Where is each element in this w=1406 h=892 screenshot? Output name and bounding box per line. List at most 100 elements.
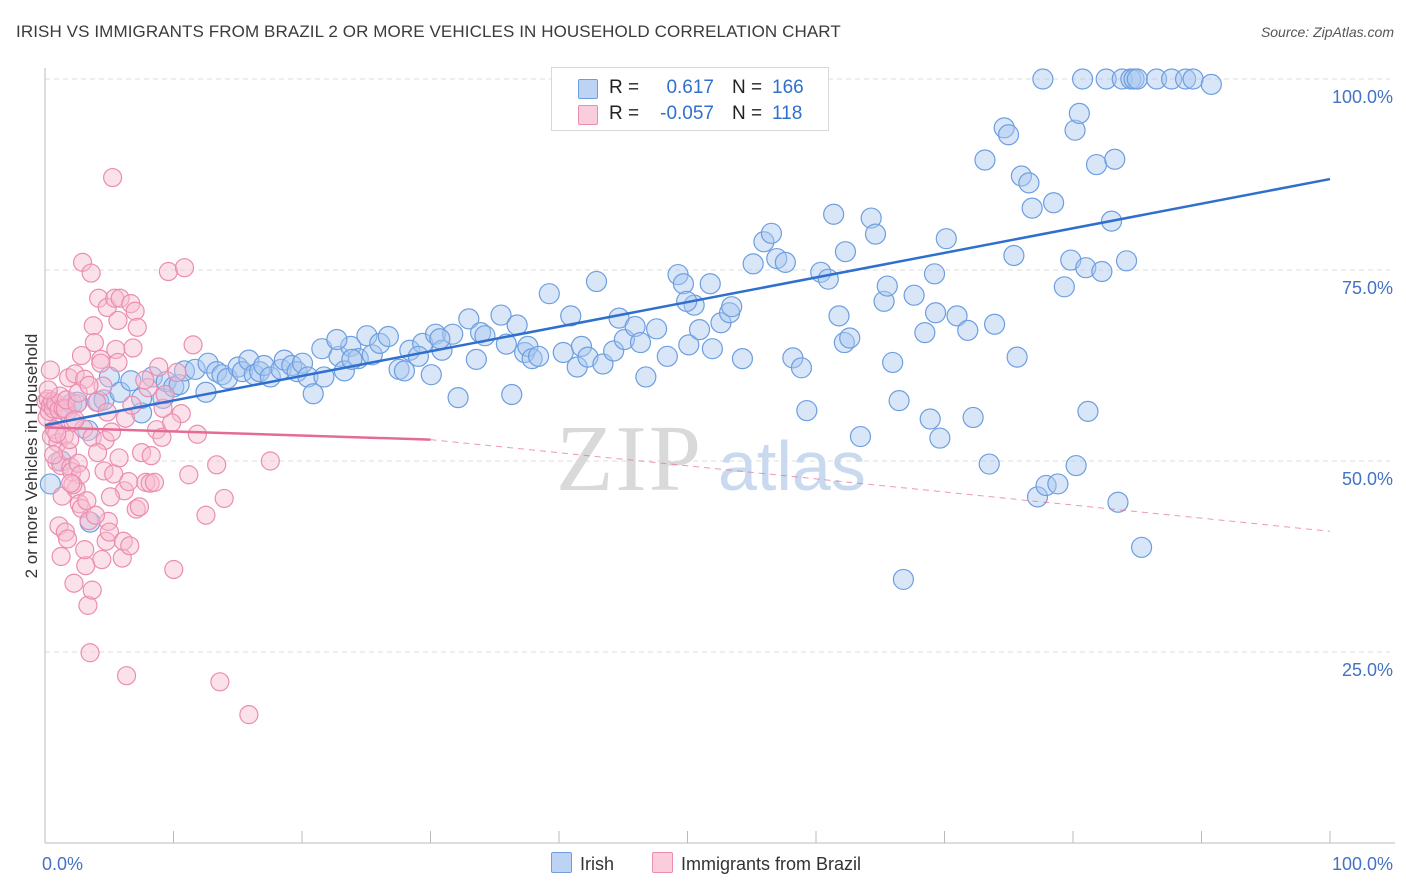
- brazil-point: [101, 422, 122, 442]
- irish-point: [1200, 73, 1222, 95]
- irish-point: [248, 361, 271, 383]
- irish-point: [839, 327, 861, 349]
- legend-swatch-brazil: [578, 105, 598, 125]
- brazil-point: [164, 559, 184, 580]
- legend-row-brazil: R = -0.057 N = 118: [552, 102, 828, 128]
- irish-point: [823, 203, 845, 225]
- brazil-point: [76, 556, 96, 576]
- brazil-trend-line-solid: [44, 426, 431, 441]
- irish-point: [962, 406, 984, 429]
- brazil-point: [127, 317, 147, 337]
- irish-point: [538, 283, 560, 305]
- brazil-point: [102, 167, 123, 188]
- irish-point: [1042, 192, 1065, 214]
- irish-point: [796, 399, 818, 422]
- irish-point: [688, 318, 711, 341]
- irish-point: [1026, 486, 1049, 508]
- irish-point: [701, 338, 723, 360]
- irish-point: [603, 340, 625, 362]
- brazil-point: [99, 522, 119, 542]
- brazil-point: [109, 448, 129, 468]
- irish-point: [1174, 68, 1197, 90]
- bottom-legend-brazil: Immigrants from Brazil: [652, 852, 861, 875]
- watermark-zip: ZIP: [556, 407, 703, 511]
- legend-n-label: N =: [732, 77, 763, 98]
- bottom-legend-swatch-brazil: [652, 852, 673, 873]
- irish-point: [876, 275, 898, 297]
- irish-point: [678, 334, 700, 356]
- brazil-point: [110, 288, 130, 308]
- irish-point: [742, 253, 764, 275]
- irish-point: [1053, 276, 1075, 298]
- legend-n-label: N =: [732, 103, 763, 124]
- irish-point: [699, 273, 721, 295]
- legend-swatch-irish: [578, 79, 598, 99]
- irish-point: [957, 319, 979, 341]
- irish-point: [624, 315, 646, 338]
- irish-point: [1071, 68, 1094, 90]
- irish-point: [291, 352, 314, 374]
- brazil-point: [120, 536, 140, 556]
- irish-point: [974, 149, 996, 171]
- irish-point: [465, 348, 487, 370]
- irish-point: [1032, 68, 1054, 90]
- brazil-point: [84, 332, 104, 353]
- brazil-point: [104, 464, 124, 484]
- brazil-point: [125, 301, 145, 321]
- brazil-point: [135, 370, 155, 390]
- brazil-point: [80, 643, 100, 663]
- brazil-point: [214, 488, 234, 509]
- irish-point: [560, 305, 582, 327]
- irish-point: [1126, 68, 1148, 90]
- brazil-point: [129, 497, 150, 517]
- irish-point: [585, 270, 608, 293]
- irish-point: [935, 228, 957, 250]
- brazil-point: [51, 546, 71, 567]
- irish-point: [924, 302, 947, 324]
- irish-point: [1006, 346, 1028, 368]
- brazil-trend-line-dashed: [430, 439, 1331, 532]
- irish-point: [721, 296, 743, 318]
- brazil-point: [40, 360, 60, 380]
- irish-point: [361, 344, 383, 366]
- legend-n-value: 166: [772, 77, 804, 98]
- gridlines: [45, 78, 1390, 653]
- irish-point: [1091, 260, 1113, 283]
- irish-point: [849, 425, 872, 448]
- source-note: Source: ZipAtlas.com: [1260, 24, 1394, 40]
- irish-point: [1064, 119, 1086, 141]
- brazil-point: [174, 258, 195, 278]
- brazil-point: [108, 352, 128, 373]
- y-tick-label: 75.0%: [1342, 278, 1393, 298]
- irish-point: [753, 231, 775, 253]
- series-irish: [39, 68, 1222, 591]
- legend-n-value: 118: [772, 103, 803, 124]
- irish-point: [656, 345, 678, 367]
- irish-point: [929, 427, 951, 449]
- brazil-point: [119, 472, 139, 492]
- brazil-point: [123, 338, 143, 358]
- irish-point: [1003, 244, 1025, 267]
- irish-point: [1075, 257, 1097, 279]
- brazil-point: [183, 335, 203, 355]
- legend-row-irish: R = 0.617 N = 166: [552, 76, 828, 102]
- irish-point: [253, 354, 275, 377]
- irish-point: [946, 305, 968, 327]
- brazil-point: [67, 394, 87, 414]
- watermark-atlas: atlas: [718, 427, 866, 505]
- bottom-legend-swatch-irish: [551, 852, 572, 873]
- brazil-point: [93, 376, 113, 396]
- irish-point: [1068, 102, 1090, 124]
- brazil-point: [167, 362, 187, 382]
- brazil-point: [116, 666, 137, 686]
- irish-point: [377, 325, 399, 348]
- irish-point: [1115, 250, 1138, 272]
- irish-point: [760, 222, 783, 244]
- irish-point: [923, 263, 946, 285]
- irish-point: [501, 383, 523, 406]
- irish-point: [903, 284, 925, 306]
- irish-point: [490, 304, 512, 326]
- irish-point: [506, 314, 528, 336]
- brazil-point: [210, 672, 230, 692]
